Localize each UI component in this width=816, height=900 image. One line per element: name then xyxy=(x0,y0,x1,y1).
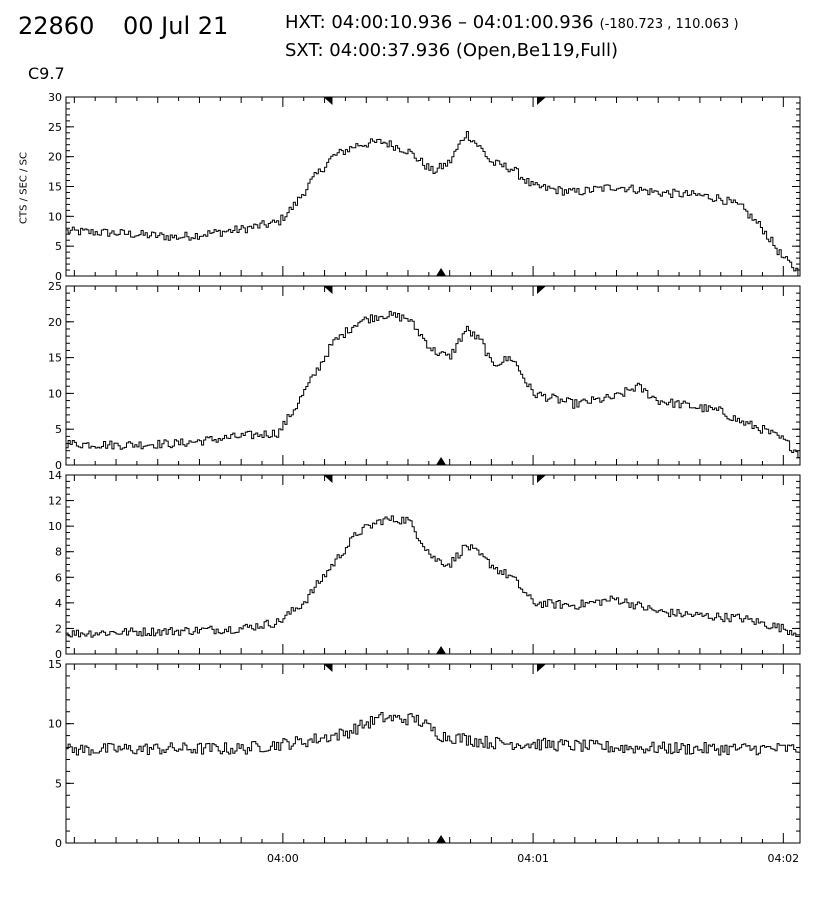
y-tick-label: 10 xyxy=(48,718,62,731)
panel-frame xyxy=(65,96,801,277)
light-curve-series xyxy=(66,131,800,277)
observation-date: 00 Jul 21 xyxy=(123,12,229,40)
y-tick-label: 25 xyxy=(48,280,62,293)
y-tick-label: 4 xyxy=(55,597,62,610)
y-tick-label: 0 xyxy=(55,648,62,661)
integration-end-marker xyxy=(536,475,546,483)
y-tick-label: 30 xyxy=(48,91,62,104)
y-tick-label: 10 xyxy=(48,387,62,400)
light-curve-series xyxy=(66,515,800,638)
integration-start-marker xyxy=(323,97,333,105)
y-tick-label: 14 xyxy=(48,469,62,482)
sxt-time-marker xyxy=(436,646,447,654)
integration-start-marker xyxy=(323,475,333,483)
light-curve-series xyxy=(66,310,800,458)
y-tick-label: 15 xyxy=(48,352,62,365)
integration-start-marker xyxy=(323,286,333,294)
sxt-info: SXT: 04:00:37.936 (Open,Be119,Full) xyxy=(285,40,619,61)
y-tick-label: 0 xyxy=(55,837,62,850)
hxt-interval: HXT: 04:00:10.936 – 04:01:00.936 (-180.72… xyxy=(285,12,739,33)
x-tick-label: 04:01 xyxy=(517,852,549,865)
hxt-interval-text: HXT: 04:00:10.936 – 04:01:00.936 xyxy=(285,12,594,33)
panel-1: 0 5 10 15 20 25 30 xyxy=(48,91,801,283)
y-tick-label: 0 xyxy=(55,270,62,283)
sxt-time-marker xyxy=(436,268,447,276)
y-tick-label: 12 xyxy=(48,495,62,508)
integration-end-marker xyxy=(536,664,546,672)
y-tick-label: 0 xyxy=(55,459,62,472)
panel-3: 0 2 4 6 8 10 12 14 xyxy=(48,469,801,661)
observation-id: 22860 xyxy=(18,12,95,40)
y-tick-label: 15 xyxy=(48,658,62,671)
y-tick-label: 10 xyxy=(48,520,62,533)
light-curve-series xyxy=(66,712,800,756)
panel-4: 0 5 10 15 xyxy=(48,658,801,850)
integration-start-marker xyxy=(323,664,333,672)
y-tick-label: 20 xyxy=(48,316,62,329)
y-tick-label: 5 xyxy=(55,240,62,253)
goes-class: C9.7 xyxy=(28,64,65,83)
y-tick-label: 6 xyxy=(55,571,62,584)
y-tick-label: 2 xyxy=(55,622,62,635)
x-tick-label: 04:00 xyxy=(267,852,299,865)
y-tick-label: 15 xyxy=(48,181,62,194)
sxt-time-marker xyxy=(436,457,447,465)
integration-end-marker xyxy=(536,97,546,105)
y-tick-label: 5 xyxy=(55,423,62,436)
integration-end-marker xyxy=(536,286,546,294)
hxt-coordinates: (-180.723 , 110.063 ) xyxy=(599,17,739,32)
y-tick-label: 25 xyxy=(48,121,62,134)
x-tick-label: 04:02 xyxy=(767,852,799,865)
panel-frame xyxy=(65,285,801,466)
panel-frame xyxy=(65,474,801,655)
y-tick-label: 20 xyxy=(48,151,62,164)
panel-frame xyxy=(65,663,801,844)
y-tick-label: 10 xyxy=(48,210,62,223)
sxt-time-marker xyxy=(436,835,447,843)
panel-2: 0 5 10 15 20 25 xyxy=(48,280,801,472)
y-tick-label: 8 xyxy=(55,546,62,559)
y-tick-label: 5 xyxy=(55,777,62,790)
